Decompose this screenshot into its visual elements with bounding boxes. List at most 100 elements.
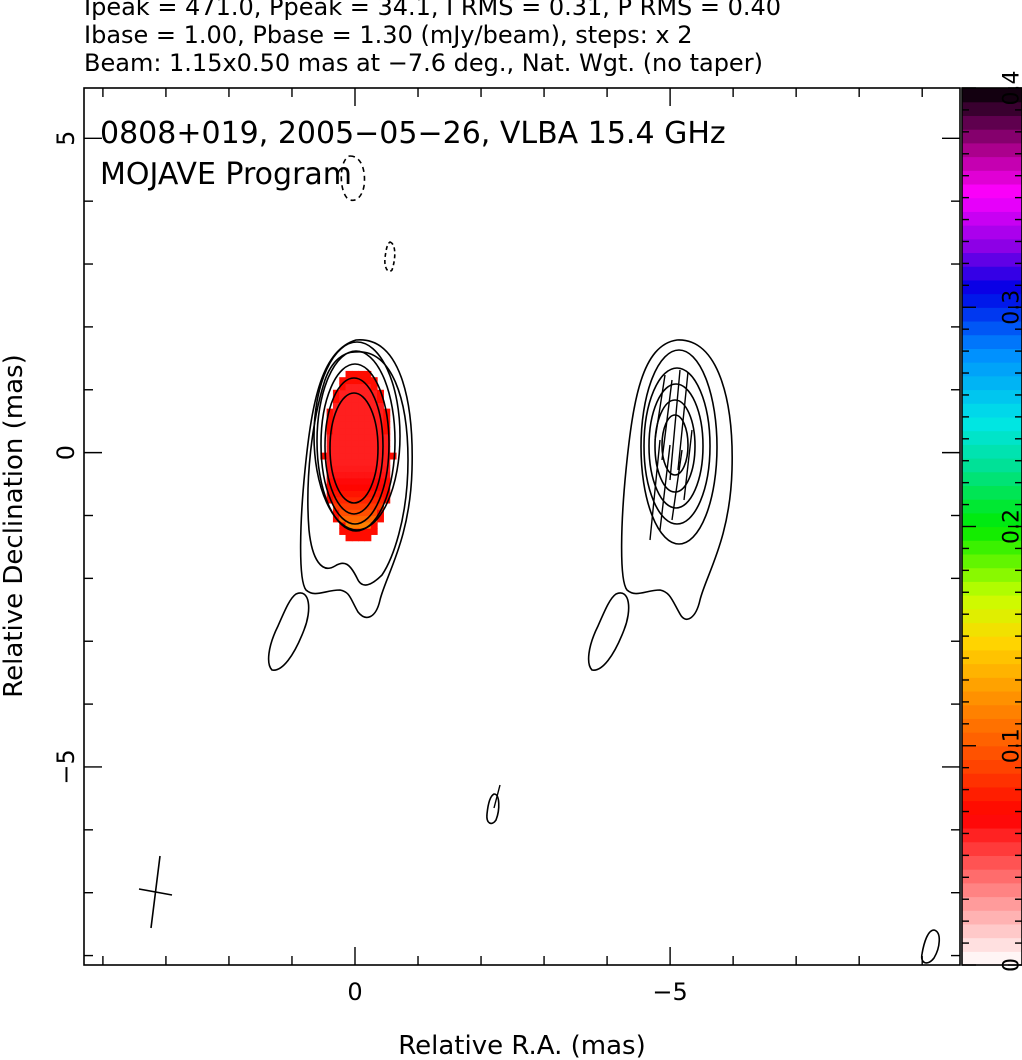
pol-pixel bbox=[364, 440, 372, 447]
evpa-vectors bbox=[493, 369, 693, 809]
pol-pixel bbox=[358, 389, 366, 397]
pol-pixel bbox=[358, 515, 366, 523]
pol-pixel bbox=[364, 477, 372, 485]
pol-pixel bbox=[377, 484, 384, 491]
pol-pixel bbox=[358, 490, 366, 498]
pol-pixel bbox=[332, 427, 340, 435]
polarization-intensity-patch bbox=[320, 370, 397, 542]
pol-pixel bbox=[326, 471, 334, 479]
restoring-beam-ellipse bbox=[920, 929, 941, 964]
colorbar-segment bbox=[962, 197, 1022, 212]
pol-pixel bbox=[326, 427, 334, 435]
pol-pixel bbox=[383, 452, 391, 460]
pol-pixel bbox=[383, 490, 391, 498]
x-axis-label: Relative R.A. (mas) bbox=[398, 1031, 645, 1060]
colorbar-segment bbox=[962, 279, 1022, 295]
x-tick-label: −5 bbox=[652, 978, 687, 1006]
pol-pixel bbox=[364, 402, 372, 410]
pol-pixel bbox=[339, 402, 347, 410]
pol-pixel bbox=[351, 383, 359, 391]
pol-pixel bbox=[345, 534, 353, 542]
pol-pixel bbox=[377, 458, 384, 466]
negative-contour-small bbox=[384, 241, 396, 273]
colorbar-segment bbox=[962, 238, 1022, 254]
pol-pixel bbox=[377, 433, 384, 441]
pol-pixel bbox=[370, 440, 378, 447]
pol-pixel bbox=[370, 477, 378, 485]
pol-pixel bbox=[358, 370, 366, 378]
pol-pixel bbox=[370, 496, 378, 504]
pol-pixel bbox=[370, 502, 378, 510]
pol-pixel bbox=[358, 427, 366, 435]
evpa-tick bbox=[654, 374, 666, 441]
pol-pixel bbox=[339, 452, 347, 460]
pol-pixel bbox=[370, 528, 378, 535]
pol-pixel bbox=[364, 471, 372, 479]
pol-pixel bbox=[377, 452, 384, 460]
y-tick-label: 5 bbox=[52, 131, 80, 146]
beam-cross-marker bbox=[138, 855, 173, 929]
pol-pixel bbox=[351, 515, 359, 523]
pol-pixel bbox=[383, 440, 391, 447]
pol-pixel bbox=[364, 446, 372, 454]
colorbar-segment bbox=[962, 375, 1022, 391]
pol-pixel bbox=[345, 528, 353, 535]
evpa-tick bbox=[661, 379, 673, 461]
pol-pixel bbox=[345, 396, 353, 403]
header-line-1: Ipeak = 471.0, Ppeak = 34.1, I RMS = 0.3… bbox=[84, 0, 782, 21]
pol-pixel bbox=[332, 502, 340, 510]
colorbar-segment bbox=[962, 882, 1022, 898]
pol-pixel bbox=[332, 490, 340, 498]
pol-pixel bbox=[339, 465, 347, 473]
pol-pixel bbox=[326, 414, 334, 422]
right-contour-4 bbox=[643, 367, 711, 525]
axis-tick-labels: 0 −5 5 0 −5 bbox=[52, 131, 688, 1006]
colorbar-segment bbox=[962, 869, 1022, 884]
pol-pixel bbox=[358, 433, 366, 441]
pol-pixel bbox=[345, 370, 353, 378]
pol-pixel bbox=[370, 484, 378, 491]
pol-pixel bbox=[383, 427, 391, 435]
pol-pixel bbox=[364, 421, 372, 429]
colorbar-segment bbox=[962, 170, 1022, 185]
pol-pixel bbox=[358, 396, 366, 403]
core-jet-blob bbox=[267, 592, 310, 671]
pol-pixel bbox=[351, 509, 359, 517]
pol-pixel bbox=[377, 515, 384, 523]
pol-pixel bbox=[332, 452, 340, 460]
pol-pixel bbox=[345, 521, 353, 529]
pol-pixel bbox=[351, 396, 359, 403]
colorbar-segment bbox=[962, 677, 1022, 692]
pol-pixel bbox=[364, 389, 372, 397]
pol-pixel bbox=[351, 534, 359, 542]
pol-pixel bbox=[377, 446, 384, 454]
pol-pixel bbox=[332, 465, 340, 473]
pol-pixel bbox=[351, 402, 359, 410]
pol-pixel bbox=[358, 534, 366, 542]
pol-pixel bbox=[364, 521, 372, 529]
colorbar-segment bbox=[962, 553, 1022, 569]
pol-pixel bbox=[351, 496, 359, 504]
pol-pixel bbox=[358, 477, 366, 485]
header-line-2: Ibase = 1.00, Pbase = 1.30 (mJy/beam), s… bbox=[84, 21, 693, 49]
pol-pixel bbox=[339, 446, 347, 454]
pol-pixel bbox=[345, 446, 353, 454]
pol-pixel bbox=[358, 528, 366, 535]
pol-pixel bbox=[358, 471, 366, 479]
pol-pixel bbox=[377, 427, 384, 435]
pol-pixel bbox=[345, 402, 353, 410]
pol-pixel bbox=[377, 402, 384, 410]
pol-pixel bbox=[370, 515, 378, 523]
pol-pixel bbox=[364, 509, 372, 517]
pol-pixel bbox=[358, 446, 366, 454]
pol-pixel bbox=[351, 427, 359, 435]
pol-pixel bbox=[332, 509, 340, 517]
pol-pixel bbox=[389, 452, 397, 460]
pol-pixel bbox=[339, 528, 347, 535]
pol-pixel bbox=[370, 396, 378, 403]
colorbar-tick-label: 0.4 bbox=[1000, 71, 1022, 106]
pol-pixel bbox=[358, 440, 366, 447]
pol-pixel bbox=[364, 396, 372, 403]
evpa-tick bbox=[669, 369, 681, 481]
